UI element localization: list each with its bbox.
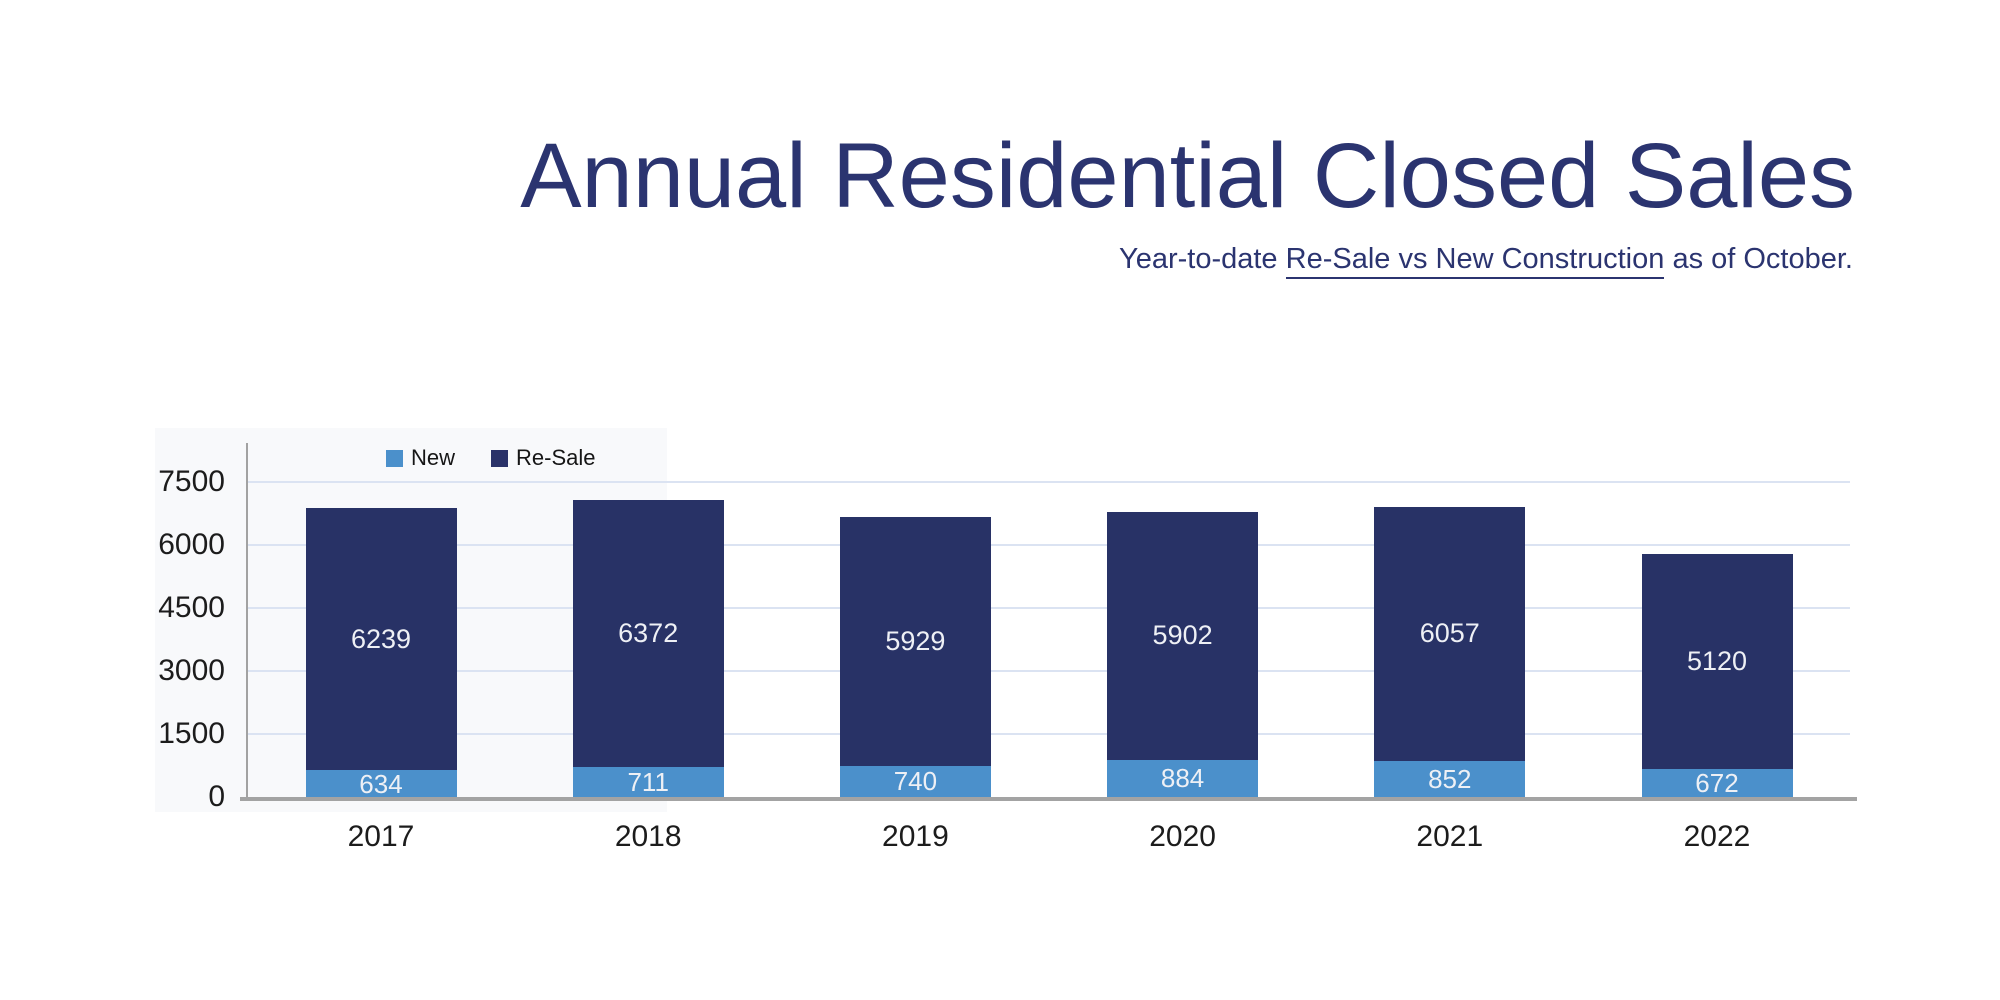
subtitle-prefix: Year-to-date xyxy=(1119,243,1286,275)
bar-segment-resale-2019: 5929 xyxy=(839,516,991,766)
bar-segment-resale-2020: 5902 xyxy=(1107,512,1259,760)
gridline-1500 xyxy=(247,733,1850,735)
x-tick-2020: 2020 xyxy=(1149,820,1216,853)
bar-value-resale-2022: 5120 xyxy=(1686,645,1748,676)
legend-swatch-new-icon xyxy=(386,449,403,467)
bar-segment-new-2017: 634 xyxy=(305,768,457,799)
bar-value-new-2019: 740 xyxy=(893,766,938,797)
chart-subtitle: Year-to-date Re-Sale vs New Construction… xyxy=(1119,243,1853,279)
bar-value-resale-2018: 6372 xyxy=(618,617,679,648)
x-tick-2021: 2021 xyxy=(1416,820,1484,853)
bar-2019: 5929 740 xyxy=(839,516,991,797)
bar-segment-new-2019: 740 xyxy=(839,765,991,797)
y-tick-0: 0 xyxy=(208,780,225,813)
bar-segment-new-2018: 711 xyxy=(572,767,724,798)
bar-segment-new-2021: 852 xyxy=(1374,761,1526,797)
bar-2020: 5902 884 xyxy=(1107,512,1259,797)
bar-value-resale-2021: 6057 xyxy=(1419,618,1480,649)
gridline-6000 xyxy=(247,544,1850,546)
y-tick-3000: 3000 xyxy=(158,654,225,687)
x-tick-2019: 2019 xyxy=(882,820,949,853)
bar-segment-new-2020: 884 xyxy=(1107,759,1259,797)
bar-2021: 6057 852 xyxy=(1374,506,1526,797)
bar-value-resale-2017: 6239 xyxy=(350,623,412,654)
bar-segment-resale-2017: 6239 xyxy=(305,508,457,771)
legend-label-resale: Re-Sale xyxy=(516,445,596,470)
bar-2018: 6372 711 xyxy=(572,499,724,798)
legend: New Re-Sale xyxy=(386,447,596,469)
gridline-4500 xyxy=(247,607,1850,609)
bar-segment-resale-2018: 6372 xyxy=(572,499,724,768)
x-axis-line xyxy=(240,797,1857,801)
legend-swatch-resale-icon xyxy=(491,449,509,467)
legend-item-resale: Re-Sale xyxy=(491,445,596,470)
bar-value-new-2018: 711 xyxy=(627,767,669,798)
y-tick-1500: 1500 xyxy=(158,717,225,750)
bar-2017: 6239 634 xyxy=(305,508,457,799)
bar-value-new-2020: 884 xyxy=(1160,763,1205,794)
bar-value-resale-2020: 5902 xyxy=(1152,620,1213,651)
bar-value-new-2022: 672 xyxy=(1695,767,1739,798)
y-tick-6000: 6000 xyxy=(158,528,225,561)
subtitle-underlined-phrase: Re-Sale vs New Construction xyxy=(1285,243,1665,279)
x-tick-2017: 2017 xyxy=(347,820,415,853)
bar-segment-new-2022: 672 xyxy=(1641,767,1793,798)
bar-value-new-2017: 634 xyxy=(359,768,403,799)
x-tick-2018: 2018 xyxy=(614,820,682,853)
gridline-7500 xyxy=(247,481,1850,483)
bar-value-new-2021: 852 xyxy=(1428,764,1472,795)
subtitle-suffix: as of October. xyxy=(1664,243,1853,275)
gridline-3000 xyxy=(247,670,1850,672)
y-tick-4500: 4500 xyxy=(158,591,225,624)
legend-label-new: New xyxy=(411,445,456,470)
y-axis-line xyxy=(246,443,248,799)
bar-segment-resale-2021: 6057 xyxy=(1374,506,1526,762)
y-tick-7500: 7500 xyxy=(158,465,225,498)
bar-2022: 5120 672 xyxy=(1641,553,1793,798)
x-tick-2022: 2022 xyxy=(1683,820,1751,853)
bar-value-resale-2019: 5929 xyxy=(885,625,946,656)
chart-title: Annual Residential Closed Sales xyxy=(520,125,1855,227)
bar-segment-resale-2022: 5120 xyxy=(1641,553,1793,769)
legend-item-new: New xyxy=(386,447,455,469)
